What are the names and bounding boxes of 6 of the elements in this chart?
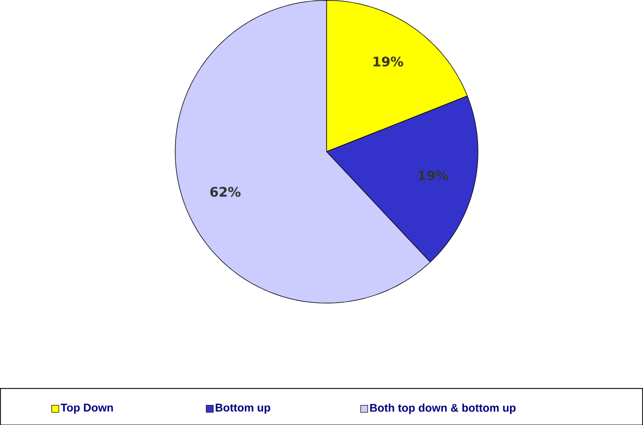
legend-label: Both top down & bottom up	[370, 403, 516, 414]
data-label: 19%	[418, 170, 448, 180]
legend-label: Top Down	[60, 404, 113, 414]
data-label: 62%	[210, 186, 241, 197]
legend-label: Bottom up	[216, 404, 270, 414]
data-label: 19%	[374, 56, 404, 66]
